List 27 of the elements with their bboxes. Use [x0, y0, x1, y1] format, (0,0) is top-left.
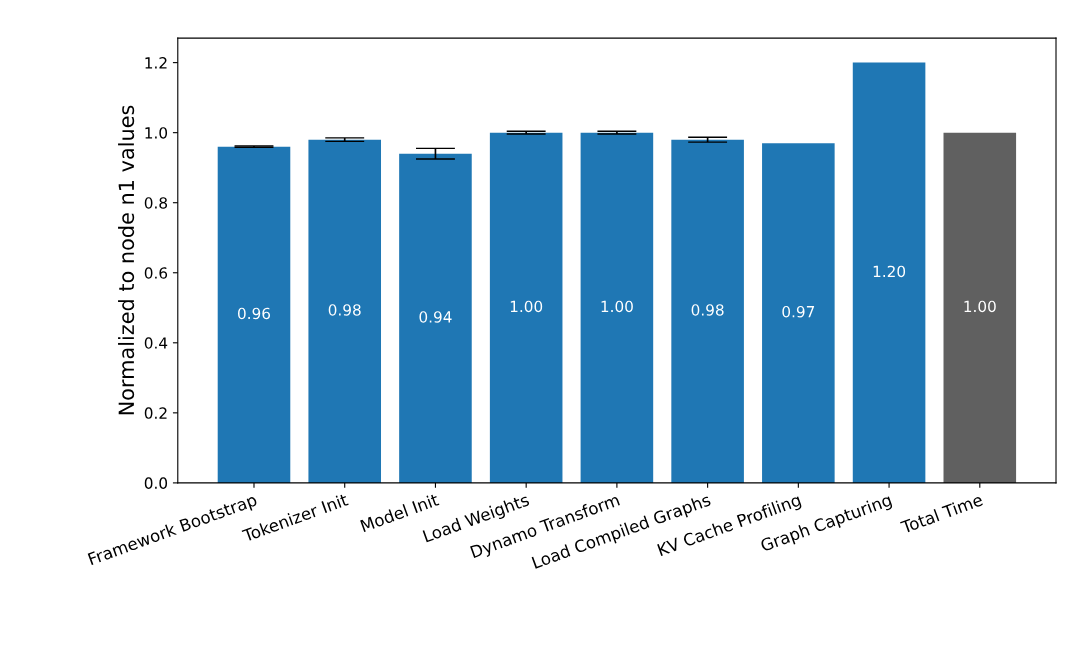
- y-tick-label: 0.8: [144, 197, 168, 209]
- data-label: 1.00: [510, 300, 543, 313]
- bar: [217, 146, 291, 483]
- bar: [308, 139, 382, 483]
- y-tick-label: 1.0: [145, 127, 168, 139]
- y-tick-label: 0.4: [144, 337, 168, 349]
- bar: [762, 143, 835, 483]
- bar: [671, 139, 744, 483]
- x-tick-label: Total Time: [899, 492, 984, 534]
- bar: [399, 153, 472, 483]
- bar: [580, 132, 654, 483]
- data-label: 0.98: [691, 304, 724, 316]
- y-tick-label: 0.6: [144, 267, 168, 279]
- y-axis-title: Normalized to node n1 values: [118, 105, 135, 415]
- y-tick-label: 1.2: [145, 57, 167, 69]
- data-label: 0.97: [782, 305, 815, 318]
- data-label: 1.00: [964, 300, 996, 313]
- data-label: 0.98: [328, 304, 361, 316]
- data-label: 1.20: [873, 265, 906, 278]
- y-tick-label: 0.0: [144, 477, 168, 489]
- bar: [943, 132, 1017, 483]
- data-label: 0.94: [419, 311, 452, 323]
- bar: [489, 132, 563, 483]
- data-label: 1.00: [601, 300, 633, 313]
- y-tick-label: 0.2: [144, 407, 167, 419]
- data-label: 0.96: [237, 307, 271, 320]
- bar: [852, 62, 926, 483]
